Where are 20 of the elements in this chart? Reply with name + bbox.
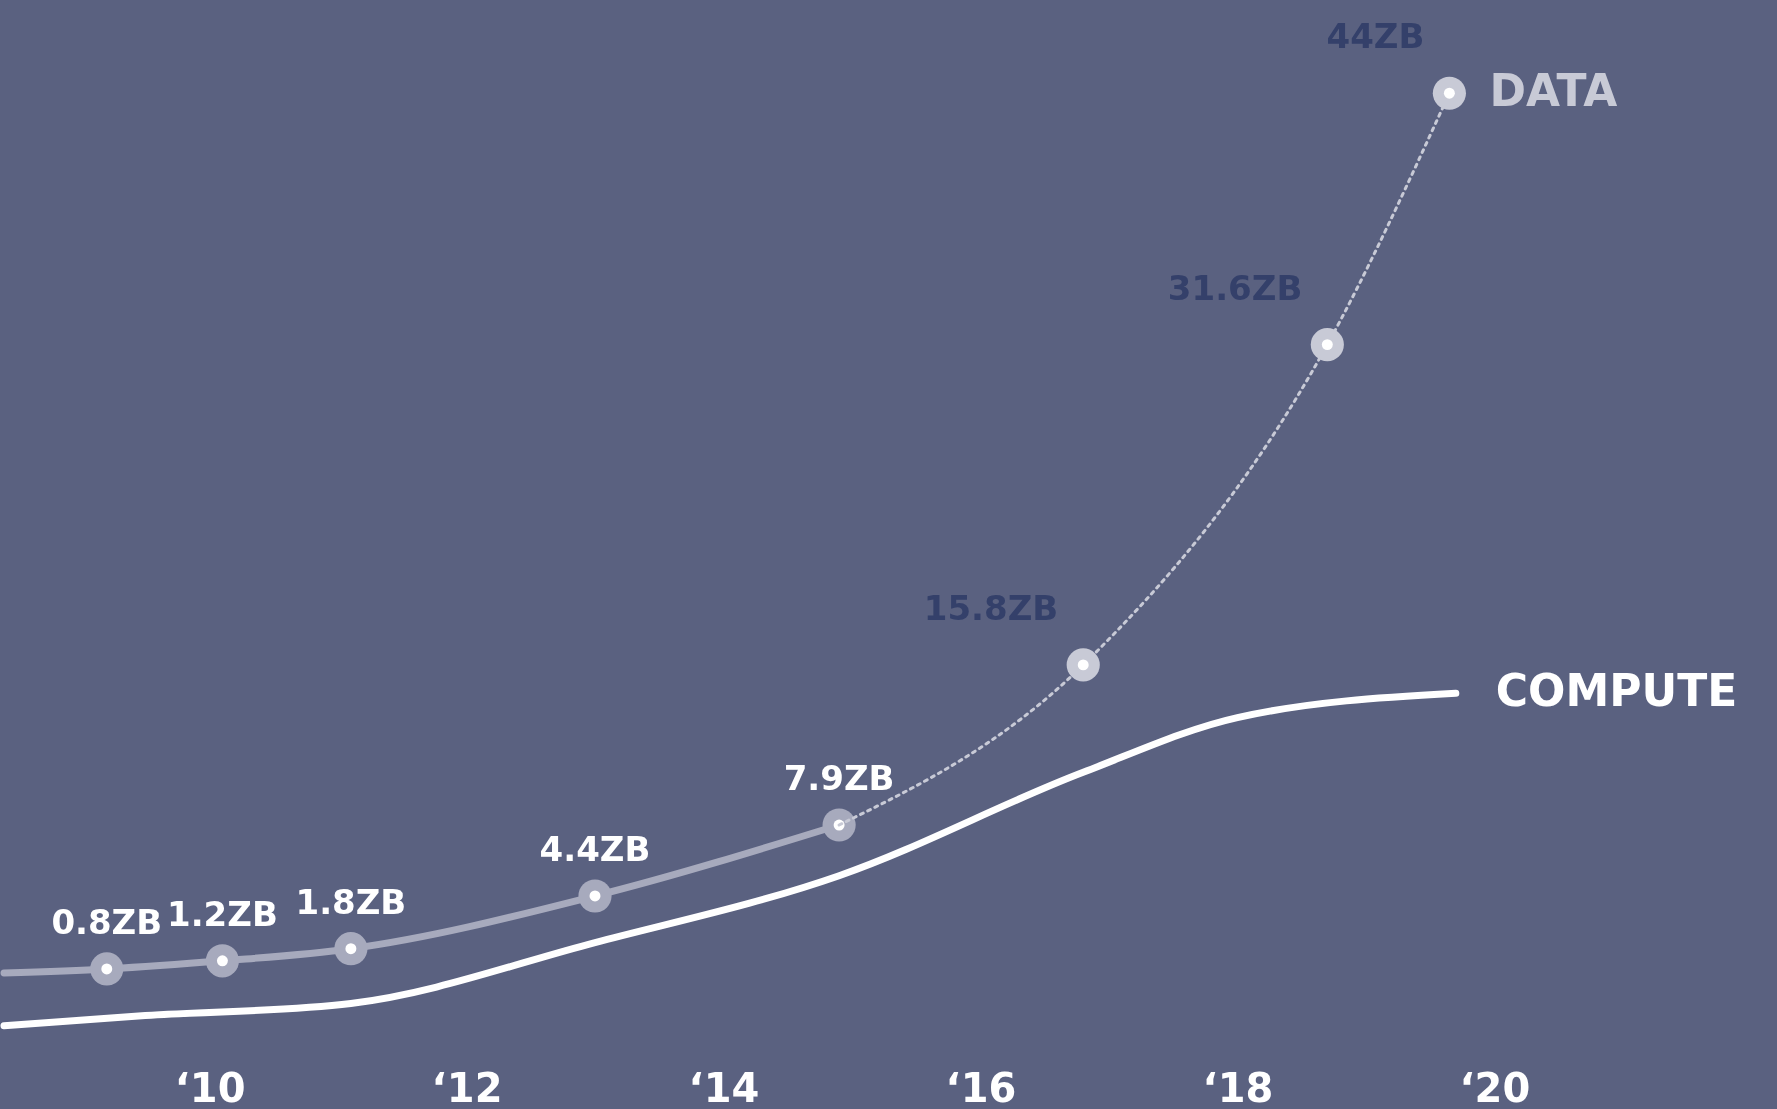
x-tick-label: ‘14 [688,1064,760,1109]
x-tick-label: ‘20 [1459,1064,1531,1109]
point [1310,328,1344,362]
data-label: 1.2ZB [167,893,278,934]
series-label: DATA [1489,65,1618,117]
point [334,932,368,966]
data-label: 7.9ZB [783,758,895,799]
x-tick-label: ‘18 [1202,1064,1274,1109]
x-tick-label: ‘16 [945,1064,1017,1109]
data-label: 1.8ZB [295,881,407,922]
x-tick-label: ‘12 [431,1064,503,1109]
x-tick-label: ‘10 [174,1064,246,1109]
point [90,952,124,986]
point [1432,76,1466,110]
data-label: 4.4ZB [539,828,651,869]
data-label: 0.8ZB [51,901,163,942]
point [205,944,239,978]
point [578,879,612,913]
series-label: COMPUTE [1495,665,1738,717]
point [1066,648,1100,682]
